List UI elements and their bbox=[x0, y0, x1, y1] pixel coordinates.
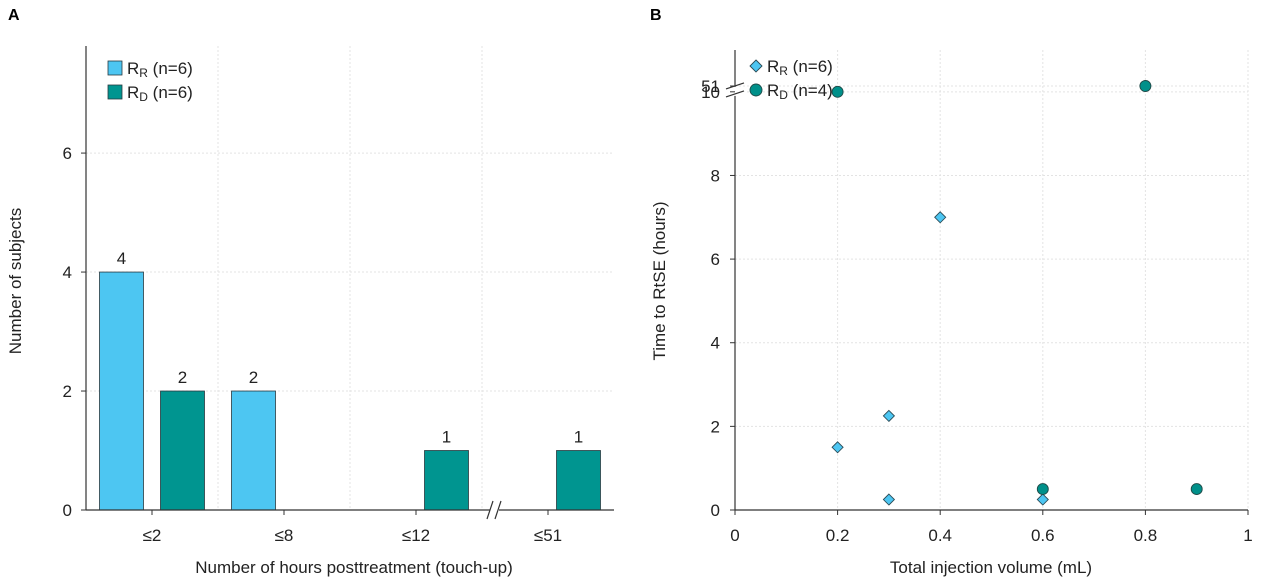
legend-label-subscript: D bbox=[139, 90, 148, 104]
point-circle bbox=[1140, 81, 1151, 92]
panel-b-x-axis-label: Total injection volume (mL) bbox=[890, 558, 1092, 577]
legend-label-0: RR (n=6) bbox=[767, 57, 833, 78]
panel-a-y-ticks: 0 2 4 6 bbox=[63, 144, 86, 520]
x-tick-label: ≤2 bbox=[143, 526, 162, 545]
bar bbox=[232, 391, 276, 510]
panel-b-axes bbox=[725, 50, 1248, 510]
panel-b-points bbox=[832, 81, 1202, 506]
y-tick-label: 8 bbox=[711, 166, 720, 185]
y-tick-label: 6 bbox=[711, 250, 720, 269]
bar-value-label: 1 bbox=[574, 428, 583, 447]
legend-swatch bbox=[108, 85, 122, 99]
x-tick-label: ≤12 bbox=[402, 526, 430, 545]
y-tick-label: 6 bbox=[63, 144, 72, 163]
panel-b-x-ticks: 0 0.2 0.4 0.6 0.8 1 bbox=[730, 510, 1252, 545]
panel-b-legend: RR (n=6)RD (n=4) bbox=[750, 57, 833, 102]
legend-label-main: R bbox=[127, 83, 139, 102]
legend-label-main: R bbox=[127, 59, 139, 78]
legend-marker-circle bbox=[750, 84, 762, 96]
point-diamond bbox=[832, 442, 843, 453]
y-tick-label: 4 bbox=[63, 263, 72, 282]
legend-label-subscript: D bbox=[779, 88, 788, 102]
panel-b-gridlines bbox=[735, 50, 1248, 510]
x-tick-label: 0.4 bbox=[928, 526, 952, 545]
point-circle bbox=[1191, 484, 1202, 495]
legend-label-count: (n=6) bbox=[148, 59, 193, 78]
legend-label-subscript: R bbox=[139, 66, 148, 80]
x-tick-label: 0 bbox=[730, 526, 739, 545]
bar bbox=[557, 451, 601, 510]
bar-value-label: 2 bbox=[249, 368, 258, 387]
x-tick-label: 1 bbox=[1243, 526, 1252, 545]
panel-a-label: A bbox=[8, 7, 20, 24]
y-tick-label-break: 51 bbox=[701, 77, 720, 96]
legend-label-main: R bbox=[767, 81, 779, 100]
y-tick-label: 0 bbox=[63, 501, 72, 520]
y-tick-label: 4 bbox=[711, 334, 720, 353]
legend-label-1: RD (n=4) bbox=[767, 81, 833, 102]
legend-label-1: RD (n=6) bbox=[127, 83, 193, 104]
point-circle bbox=[1037, 484, 1048, 495]
bar-value-label: 1 bbox=[442, 428, 451, 447]
panel-b-y-axis-label: Time to RtSE (hours) bbox=[650, 201, 669, 360]
bar bbox=[161, 391, 205, 510]
panel-a-x-axis-label: Number of hours posttreatment (touch-up) bbox=[195, 558, 512, 577]
x-tick-label: 0.2 bbox=[826, 526, 850, 545]
panel-a-x-ticks: ≤2 ≤8 ≤12 ≤51 bbox=[143, 510, 563, 545]
panel-a-legend: RR (n=6)RD (n=6) bbox=[108, 59, 193, 104]
x-tick-label: ≤51 bbox=[534, 526, 562, 545]
bar-value-label: 2 bbox=[178, 368, 187, 387]
bar-value-label: 4 bbox=[117, 249, 126, 268]
legend-label-count: (n=4) bbox=[788, 81, 833, 100]
legend-swatch bbox=[108, 61, 122, 75]
bar bbox=[100, 272, 144, 510]
legend-label-0: RR (n=6) bbox=[127, 59, 193, 80]
point-diamond bbox=[883, 410, 894, 421]
panel-b-label: B bbox=[650, 7, 662, 24]
legend-label-count: (n=6) bbox=[788, 57, 833, 76]
y-tick-label: 0 bbox=[711, 501, 720, 520]
y-tick-label: 2 bbox=[63, 382, 72, 401]
legend-label-subscript: R bbox=[779, 64, 788, 78]
legend-label-main: R bbox=[767, 57, 779, 76]
x-tick-label: 0.8 bbox=[1134, 526, 1158, 545]
bar bbox=[425, 451, 469, 510]
panel-a: A 4 2 2 1 1 0 2 4 6 ≤2 ≤8 ≤12 ≤51 Number of hours … bbox=[6, 7, 614, 577]
y-tick-label: 2 bbox=[711, 417, 720, 436]
point-diamond bbox=[935, 212, 946, 223]
legend-marker-diamond bbox=[750, 60, 762, 72]
x-tick-label: 0.6 bbox=[1031, 526, 1055, 545]
panel-a-y-axis-label: Number of subjects bbox=[6, 208, 25, 354]
x-tick-label: ≤8 bbox=[275, 526, 294, 545]
legend-label-count: (n=6) bbox=[148, 83, 193, 102]
point-diamond bbox=[1037, 494, 1048, 505]
point-diamond bbox=[883, 494, 894, 505]
point-circle bbox=[832, 86, 843, 97]
